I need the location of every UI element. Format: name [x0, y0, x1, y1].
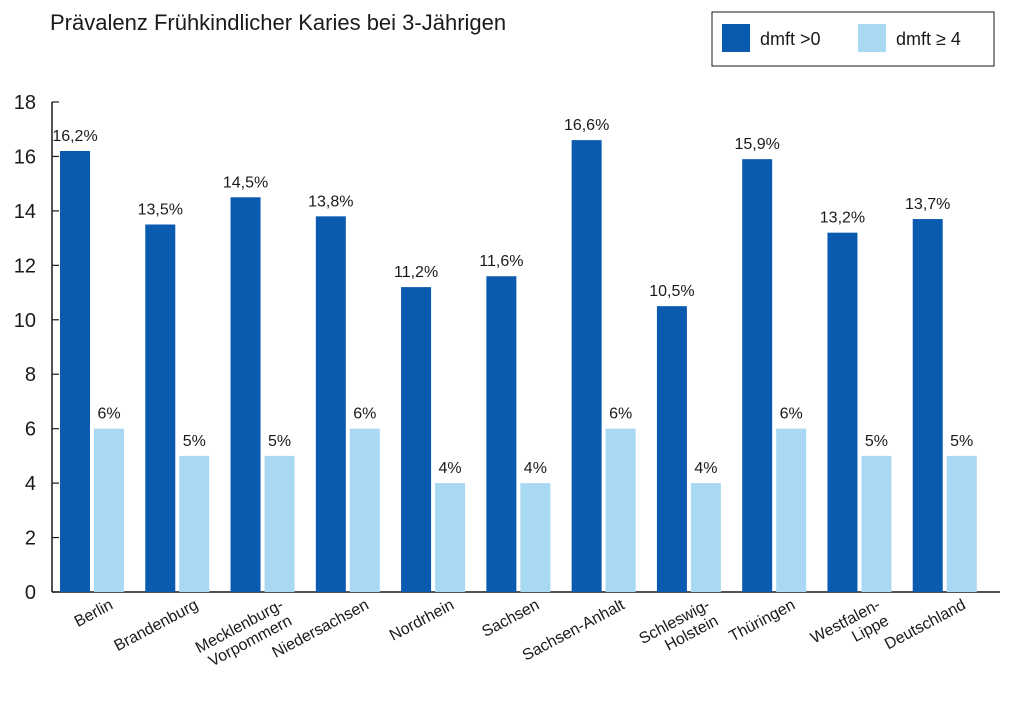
category-label-line: Deutschland: [882, 597, 969, 654]
bar-series-1: [230, 197, 261, 592]
bar-series-2: [520, 483, 551, 592]
category-label-line: Brandenburg: [111, 597, 201, 655]
legend-label-series-2: dmft ≥ 4: [896, 29, 961, 49]
category-label: Thüringen: [726, 597, 798, 646]
bar-series-2: [946, 455, 977, 592]
data-label-series-2: 6%: [353, 406, 376, 423]
y-tick-label: 8: [25, 364, 36, 386]
bar-series-2: [435, 483, 466, 592]
category-label: Deutschland: [882, 597, 969, 654]
data-label-series-2: 5%: [950, 433, 973, 450]
data-label-series-1: 11,2%: [394, 264, 438, 281]
category-label: Schleswig-Holstein: [637, 597, 722, 664]
category-label: Nordrhein: [387, 597, 457, 645]
bar-series-1: [145, 224, 176, 592]
category-label-line: Nordrhein: [387, 597, 457, 645]
y-tick-label: 0: [25, 582, 36, 604]
category-label-line: Berlin: [72, 597, 116, 631]
bar-series-1: [60, 151, 90, 592]
data-label-series-1: 14,5%: [223, 174, 268, 191]
y-tick-label: 18: [14, 92, 36, 114]
data-label-series-1: 15,9%: [734, 136, 779, 153]
data-label-series-2: 5%: [183, 433, 206, 450]
category-label-line: Thüringen: [726, 597, 798, 646]
y-tick-label: 2: [25, 528, 36, 550]
data-label-series-2: 6%: [780, 406, 803, 423]
category-label: Berlin: [72, 597, 116, 631]
y-tick-label: 6: [25, 419, 36, 441]
bar-series-2: [349, 428, 380, 592]
data-label-series-2: 5%: [268, 433, 291, 450]
bar-series-2: [605, 428, 636, 592]
y-tick-label: 14: [14, 201, 36, 223]
plot-area: 0 2 4 6 8 10 12 14 16 18 16,2% 6% Berlin 13,5% 5% Brand…: [14, 92, 1000, 673]
data-label-series-2: 4%: [524, 460, 547, 477]
y-tick-label: 10: [14, 310, 36, 332]
y-tick-label: 16: [14, 146, 36, 168]
bar-series-2: [179, 455, 210, 592]
bar-series-2: [94, 428, 124, 592]
bar-series-1: [827, 232, 858, 592]
data-label-series-2: 6%: [609, 406, 632, 423]
category-label-line: Sachsen: [479, 597, 542, 641]
category-label: Sachsen: [479, 597, 542, 641]
data-label-series-1: 16,2%: [52, 128, 97, 145]
bar-series-2: [690, 483, 721, 592]
bar-series-2: [861, 455, 892, 592]
data-label-series-2: 6%: [97, 406, 120, 423]
legend-label-series-1: dmft >0: [760, 29, 821, 49]
bar-series-1: [315, 216, 346, 593]
category-label: Westfalen-Lippe: [808, 596, 892, 663]
bar-series-2: [264, 455, 295, 592]
legend-swatch-series-2: [858, 24, 886, 52]
data-label-series-2: 5%: [865, 433, 888, 450]
category-label: Brandenburg: [111, 597, 201, 655]
bar-series-1: [571, 140, 602, 592]
data-label-series-1: 11,6%: [479, 253, 523, 270]
legend-box: [711, 11, 995, 67]
chart-title: Prävalenz Frühkindlicher Karies bei 3-Jä…: [50, 10, 506, 35]
bar-series-1: [742, 159, 773, 592]
bar-series-1: [486, 276, 517, 592]
data-label-series-1: 10,5%: [649, 283, 694, 300]
data-label-series-2: 4%: [694, 460, 717, 477]
data-label-series-2: 4%: [439, 460, 462, 477]
data-label-series-1: 13,7%: [905, 196, 950, 213]
bar-series-2: [776, 428, 807, 592]
data-label-series-1: 13,8%: [308, 193, 353, 210]
category-label: Mecklenburg-Vorpommern: [193, 597, 295, 673]
bar-series-1: [912, 219, 943, 593]
data-label-series-1: 13,2%: [820, 210, 865, 227]
legend: dmft >0 dmft ≥ 4: [711, 11, 995, 67]
bar-series-1: [656, 306, 687, 592]
bar-series-1: [401, 287, 432, 592]
y-tick-label: 12: [14, 255, 36, 277]
data-label-series-1: 16,6%: [564, 117, 609, 134]
y-tick-label: 4: [25, 473, 36, 495]
data-label-series-1: 13,5%: [138, 202, 183, 219]
legend-swatch-series-1: [722, 24, 750, 52]
